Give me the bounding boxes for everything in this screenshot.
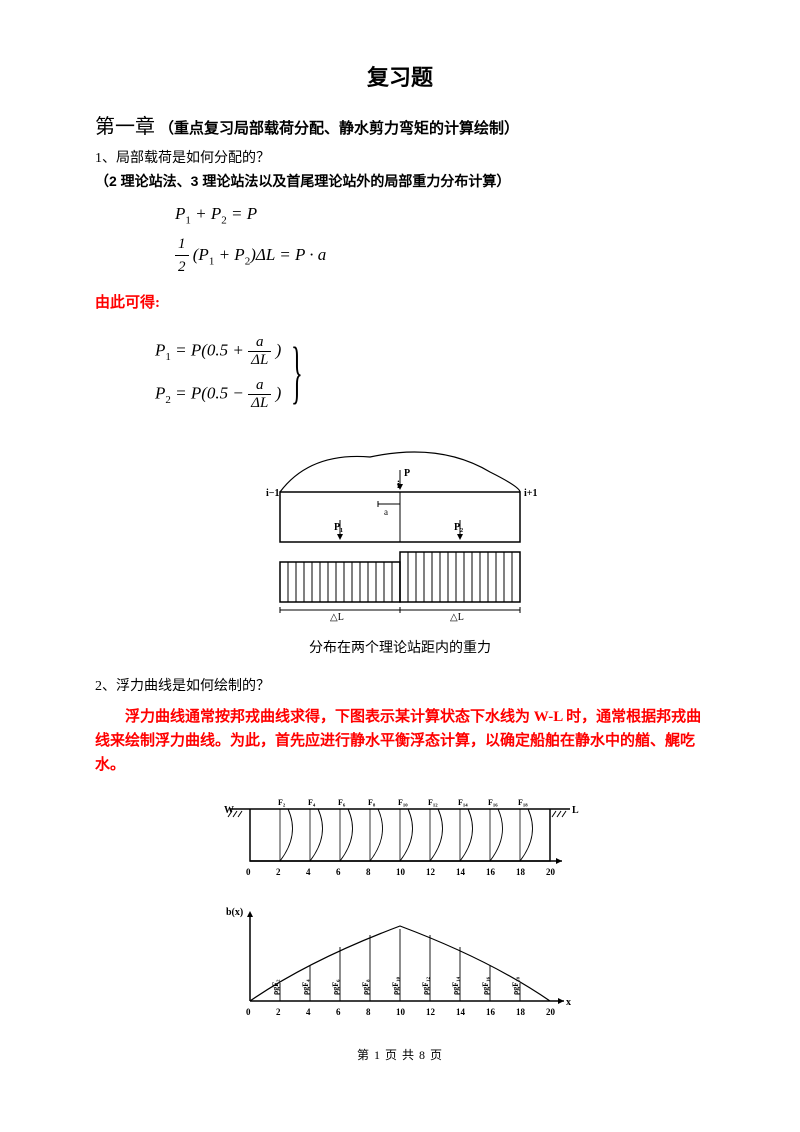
svg-text:14: 14 <box>456 867 466 877</box>
question-1-note: （2 理论站法、3 理论站法以及首尾理论站外的局部重力分布计算） <box>95 171 705 191</box>
fig1-dl-1: △L <box>330 612 344 622</box>
fig1-dl-2: △L <box>450 612 464 622</box>
fraction-half: 12 <box>175 233 189 279</box>
svg-text:F₈: F₈ <box>368 798 376 807</box>
svg-text:ρgF₈: ρgF₈ <box>361 979 370 995</box>
svg-text:2: 2 <box>276 867 281 877</box>
fig1-label-p: P <box>404 468 410 479</box>
eq-2-row-2: P2 = P(0.5 − aΔL ) <box>155 377 281 412</box>
svg-text:ρgF₁₆: ρgF₁₆ <box>481 976 490 995</box>
svg-text:12: 12 <box>426 1007 436 1017</box>
figure-3: b(x)x02ρgF₂4ρgF₄6ρgF₆8ρgF₈10ρgF₁₀12ρgF₁₂… <box>95 901 705 1026</box>
eq-1-line-2: 12 (P1 + P2)ΔL = P · a <box>175 233 705 279</box>
svg-text:20: 20 <box>546 867 556 877</box>
svg-text:F₁₀: F₁₀ <box>398 798 408 807</box>
svg-text:0: 0 <box>246 1007 251 1017</box>
svg-text:14: 14 <box>456 1007 466 1017</box>
eq-2-row-1: P1 = P(0.5 + aΔL ) <box>155 334 281 369</box>
svg-text:x: x <box>566 997 571 1008</box>
svg-text:F₂: F₂ <box>278 798 286 807</box>
svg-text:F₁₈: F₁₈ <box>518 798 528 807</box>
svg-text:10: 10 <box>396 867 406 877</box>
svg-text:18: 18 <box>516 1007 526 1017</box>
red-paragraph: 浮力曲线通常按邦戎曲线求得，下图表示某计算状态下水线为 W-L 时，通常根据邦戎… <box>95 705 705 777</box>
fraction-a-dl-1: aΔL <box>248 334 271 369</box>
svg-text:20: 20 <box>546 1007 556 1017</box>
question-1: 1、局部载荷是如何分配的？ <box>95 147 705 167</box>
svg-text:0: 0 <box>246 867 251 877</box>
fig1-label-mid: i <box>397 480 400 491</box>
svg-text:W: W <box>224 805 234 816</box>
svg-text:16: 16 <box>486 1007 496 1017</box>
red-note-1: 由此可得: <box>95 291 705 312</box>
fraction-a-dl-2: aΔL <box>248 377 271 412</box>
svg-text:12: 12 <box>426 867 436 877</box>
equation-block-1: P1 + P2 = P 12 (P1 + P2)ΔL = P · a <box>175 201 705 279</box>
svg-text:16: 16 <box>486 867 496 877</box>
svg-text:18: 18 <box>516 867 526 877</box>
svg-text:6: 6 <box>336 1007 341 1017</box>
svg-text:L: L <box>572 805 579 816</box>
svg-text:ρgF₆: ρgF₆ <box>331 979 340 995</box>
fig1-label-a: a <box>384 507 388 517</box>
eq-1-line-1: P1 + P2 = P <box>175 201 705 229</box>
fig1-label-left: i−1 <box>266 488 279 499</box>
svg-text:F₁₂: F₁₂ <box>428 798 438 807</box>
figure-1: P a P₁ P₂ i−1 i+1 i △L △L <box>95 432 705 627</box>
chapter-subtitle: （重点复习局部载荷分配、静水剪力弯矩的计算绘制） <box>159 120 519 137</box>
page-title: 复习题 <box>95 60 705 92</box>
chapter-heading: 第一章 （重点复习局部载荷分配、静水剪力弯矩的计算绘制） <box>95 110 705 139</box>
figure-2: W L 0 F₂ 2 F₄ 4 F₆ 6 F₈ 8 F₁₀ 10 F₁₂ 12 F₁₄ 14 F₁₆ 16 F₁₈ 18… <box>95 791 705 891</box>
svg-text:6: 6 <box>336 867 341 877</box>
svg-text:2: 2 <box>276 1007 281 1017</box>
svg-text:F₆: F₆ <box>338 798 346 807</box>
equation-block-2: P1 = P(0.5 + aΔL ) P2 = P(0.5 − aΔL ) } <box>155 326 705 420</box>
svg-text:b(x): b(x) <box>226 907 243 918</box>
svg-text:ρgF₁₂: ρgF₁₂ <box>421 976 430 995</box>
svg-text:F₄: F₄ <box>308 798 316 807</box>
svg-text:ρgF₁₀: ρgF₁₀ <box>391 976 400 995</box>
svg-text:8: 8 <box>366 867 371 877</box>
svg-text:4: 4 <box>306 1007 311 1017</box>
svg-text:4: 4 <box>306 867 311 877</box>
right-brace-icon: } <box>291 338 303 408</box>
figure-1-caption: 分布在两个理论站距内的重力 <box>95 637 705 657</box>
page: 复习题 第一章 （重点复习局部载荷分配、静水剪力弯矩的计算绘制） 1、局部载荷是… <box>0 0 800 1103</box>
svg-text:10: 10 <box>396 1007 406 1017</box>
page-footer: 第 1 页 共 8 页 <box>95 1046 705 1063</box>
svg-text:F₁₆: F₁₆ <box>488 798 498 807</box>
svg-text:ρgF₁₄: ρgF₁₄ <box>451 976 460 995</box>
chapter-number: 第一章 <box>95 116 155 138</box>
fig1-label-p2: P₂ <box>454 522 463 533</box>
svg-text:F₁₄: F₁₄ <box>458 798 468 807</box>
fig1-label-p1: P₁ <box>334 522 343 533</box>
question-2: 2、浮力曲线是如何绘制的？ <box>95 675 705 695</box>
svg-text:8: 8 <box>366 1007 371 1017</box>
svg-text:ρgF₄: ρgF₄ <box>301 979 310 995</box>
fig1-label-right: i+1 <box>524 488 537 499</box>
